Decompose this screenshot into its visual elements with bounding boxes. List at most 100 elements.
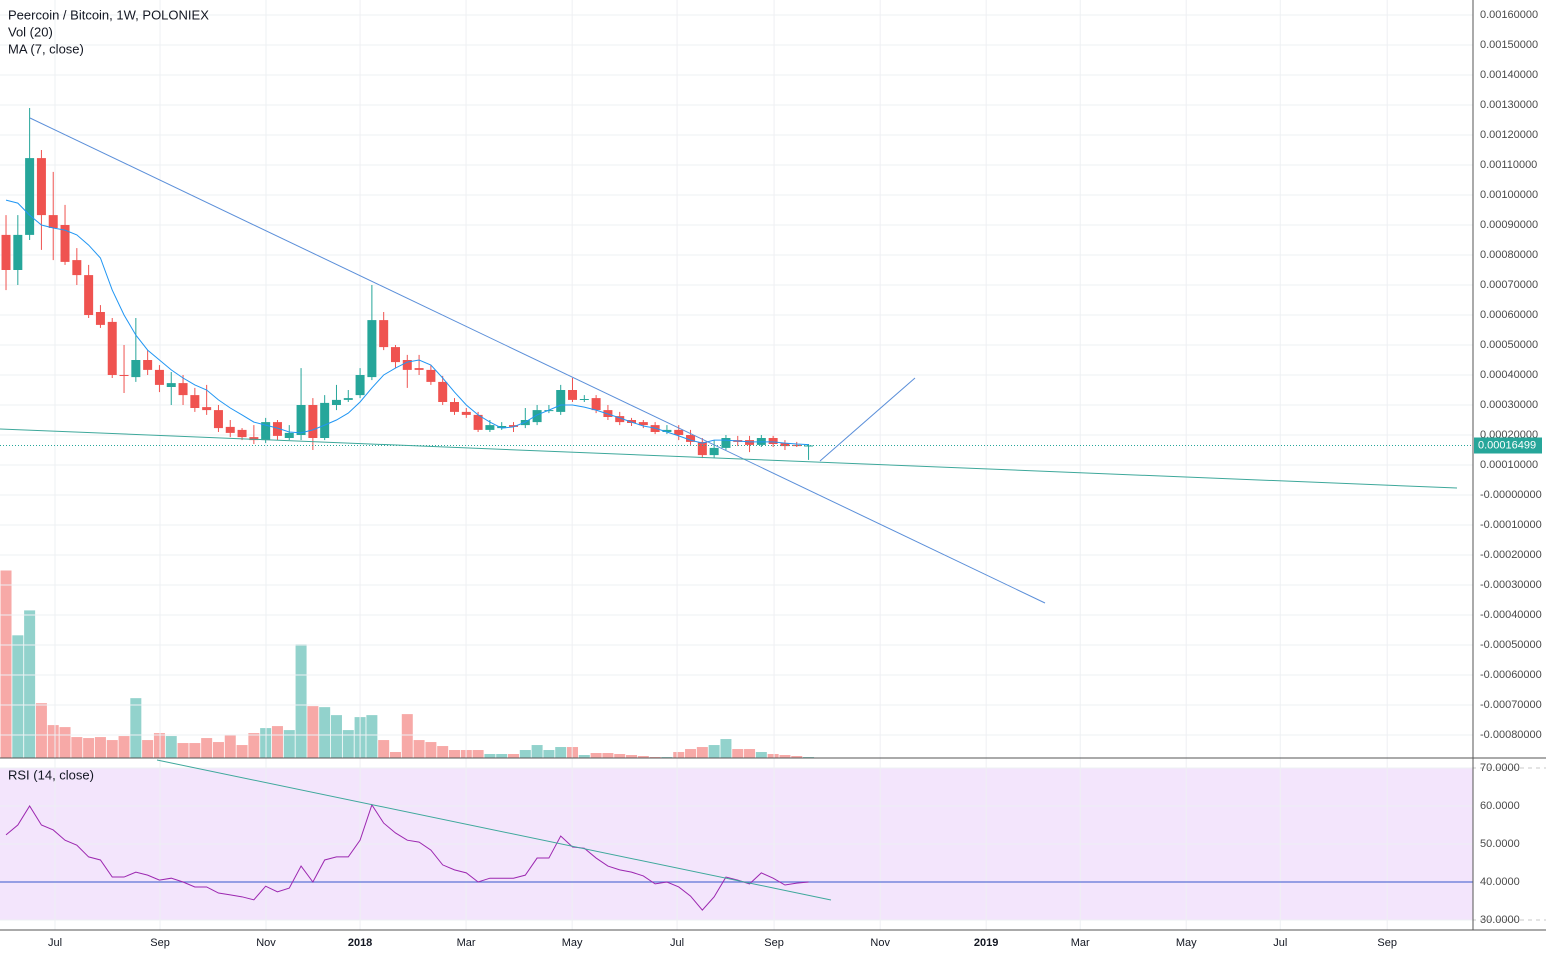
candle-body (143, 359, 153, 370)
y-tick-label: 0.00120000 (1480, 129, 1538, 141)
volume-bar (732, 749, 744, 758)
volume-bar (614, 754, 626, 758)
y-tick-label: 70.0000 (1480, 762, 1520, 774)
candle-body (485, 425, 495, 430)
marks-layer (0, 107, 1473, 911)
candle-body (225, 426, 235, 433)
volume-bar (578, 755, 590, 758)
volume-bar (744, 749, 756, 758)
volume-bar (555, 747, 567, 758)
volume-bar (189, 743, 201, 758)
volume-bar (496, 754, 508, 758)
volume-bar (342, 730, 354, 758)
volume-bar (767, 754, 779, 758)
rsi-title: RSI (14, close) (8, 767, 94, 782)
volume-bar (35, 703, 47, 758)
y-tick-label: 0.00030000 (1480, 399, 1538, 411)
candle-body (36, 158, 46, 216)
volume-bar (0, 570, 12, 758)
series-line (5, 199, 809, 446)
candle-body (178, 383, 188, 396)
y-tick-label: 50.0000 (1480, 838, 1520, 850)
background-layer (0, 570, 1473, 921)
candle-body (390, 347, 400, 363)
volume-bar (47, 725, 59, 758)
volume-bar (696, 747, 708, 758)
volume-bar (673, 752, 685, 758)
volume-bar (130, 698, 142, 758)
volume-bar (271, 726, 283, 758)
candle-body (697, 441, 707, 456)
y-tick-label: 0.00010000 (1480, 459, 1538, 471)
volume-bar (708, 745, 720, 758)
trend-line (156, 759, 832, 901)
x-tick-label: Mar (457, 937, 476, 949)
y-tick-label: 0.00100000 (1480, 189, 1538, 201)
y-tick-label: 30.0000 (1480, 914, 1520, 926)
y-tick-label: 0.00070000 (1480, 279, 1538, 291)
candle-body (745, 440, 755, 445)
y-tick-label: 40.0000 (1480, 876, 1520, 888)
volume-bar (248, 733, 260, 758)
candle-body (674, 429, 684, 435)
candle-body (284, 432, 294, 438)
volume-bar (12, 635, 24, 758)
volume-bar (531, 745, 543, 758)
candle-body (48, 215, 58, 228)
y-tick-label: 0.00110000 (1480, 159, 1537, 171)
candle-body (721, 437, 731, 448)
volume-bar (153, 733, 165, 758)
volume-bar (401, 714, 413, 758)
candle-body (509, 425, 519, 427)
volume-bar (295, 644, 307, 758)
volume-bar (165, 736, 177, 758)
y-tick-label: 0.00160000 (1480, 9, 1538, 21)
candle-body (13, 234, 23, 270)
x-tick-label: Jul (48, 937, 62, 949)
x-tick-label: Jul (670, 937, 684, 949)
x-tick-label: May (1176, 937, 1197, 949)
candle-body (190, 395, 200, 408)
volume-bar (24, 610, 36, 758)
candle-body (272, 422, 282, 436)
y-tick-label: -0.00010000 (1480, 519, 1542, 531)
volume-bar (83, 738, 95, 758)
volume-bar (791, 756, 803, 758)
volume-bar (307, 706, 319, 758)
candle-body (579, 398, 589, 400)
drawings (0, 117, 1458, 901)
y-tick-label: -0.00050000 (1480, 639, 1542, 651)
y-tick-label: 0.00080000 (1480, 249, 1538, 261)
candle-body (119, 374, 129, 376)
volume-bar (236, 745, 248, 758)
volume-bar (637, 756, 649, 758)
y-tick-label: 0.00060000 (1480, 309, 1538, 321)
x-tick-label: 2018 (348, 937, 372, 949)
volume-bar (602, 753, 614, 758)
y-tick-label: 0.00150000 (1480, 39, 1538, 51)
candle-body (343, 398, 353, 400)
legend-volume: Vol (20) (8, 24, 53, 39)
candle-body (107, 321, 117, 375)
candle-body (72, 260, 82, 276)
candle-body (296, 404, 306, 435)
volume-bar (425, 742, 437, 758)
y-tick-label: 0.00050000 (1480, 339, 1538, 351)
candle-body (308, 404, 318, 438)
legend-ma: MA (7, close) (8, 41, 84, 56)
volume-bar (448, 750, 460, 758)
y-tick-label: -0.00030000 (1480, 579, 1542, 591)
volume-bar (212, 742, 224, 758)
candle-body (261, 422, 271, 441)
trend-line (29, 117, 1046, 604)
volume-bar (71, 737, 83, 758)
candle-body (154, 369, 164, 385)
x-tick-label: Nov (870, 937, 890, 949)
volume-bar (94, 737, 106, 758)
y-tick-label: -0.00020000 (1480, 549, 1542, 561)
volume-bar (319, 707, 331, 758)
candle-body (1, 234, 11, 270)
candle-body (473, 414, 483, 430)
y-tick-label: 0.00040000 (1480, 369, 1538, 381)
